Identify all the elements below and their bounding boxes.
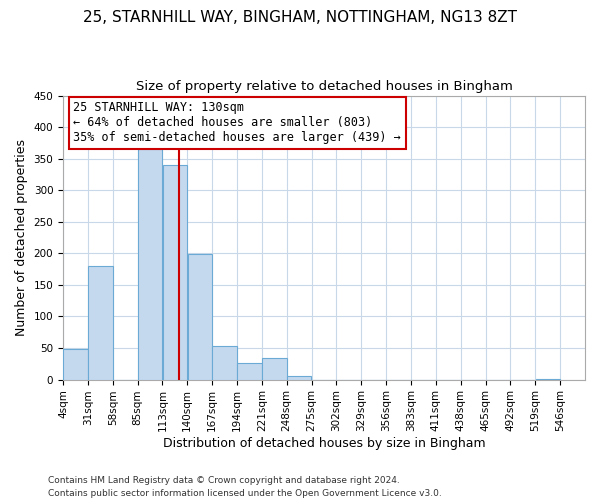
Bar: [262, 358, 287, 380]
Bar: [536, 379, 560, 380]
Bar: [188, 254, 212, 380]
Text: 25 STARNHILL WAY: 130sqm
← 64% of detached houses are smaller (803)
35% of semi-: 25 STARNHILL WAY: 130sqm ← 64% of detach…: [73, 101, 401, 144]
Text: Contains HM Land Registry data © Crown copyright and database right 2024.
Contai: Contains HM Land Registry data © Crown c…: [48, 476, 442, 498]
Bar: [163, 165, 187, 380]
Bar: [237, 363, 262, 380]
Bar: [88, 266, 113, 380]
Bar: [287, 376, 311, 380]
Bar: [212, 346, 237, 380]
Bar: [63, 348, 88, 380]
Text: 25, STARNHILL WAY, BINGHAM, NOTTINGHAM, NG13 8ZT: 25, STARNHILL WAY, BINGHAM, NOTTINGHAM, …: [83, 10, 517, 25]
Title: Size of property relative to detached houses in Bingham: Size of property relative to detached ho…: [136, 80, 512, 93]
Bar: [138, 149, 162, 380]
X-axis label: Distribution of detached houses by size in Bingham: Distribution of detached houses by size …: [163, 437, 485, 450]
Y-axis label: Number of detached properties: Number of detached properties: [15, 139, 28, 336]
